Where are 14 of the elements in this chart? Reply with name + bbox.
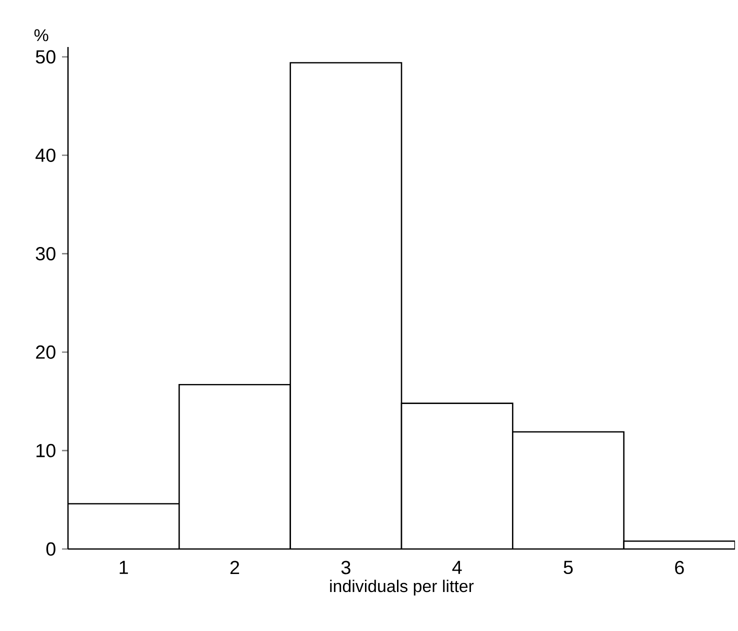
x-tick-label: 6 bbox=[675, 560, 684, 574]
y-tick-label: 0 bbox=[46, 542, 56, 556]
y-tick-label: 30 bbox=[36, 247, 56, 260]
x-tick-label: 1 bbox=[120, 560, 128, 574]
y-tick-label: 20 bbox=[36, 345, 56, 359]
x-axis-title: individuals per litter bbox=[330, 580, 474, 596]
x-tick-label: 5 bbox=[564, 560, 573, 574]
y-axis-title: % bbox=[34, 29, 48, 42]
y-tick-label: 10 bbox=[36, 444, 56, 458]
x-tick-label: 2 bbox=[230, 560, 240, 574]
x-tick-label: 4 bbox=[452, 560, 462, 574]
x-tick-label: 3 bbox=[341, 560, 350, 574]
y-tick-label: 40 bbox=[36, 148, 56, 162]
y-tick-label: 50 bbox=[36, 50, 56, 64]
